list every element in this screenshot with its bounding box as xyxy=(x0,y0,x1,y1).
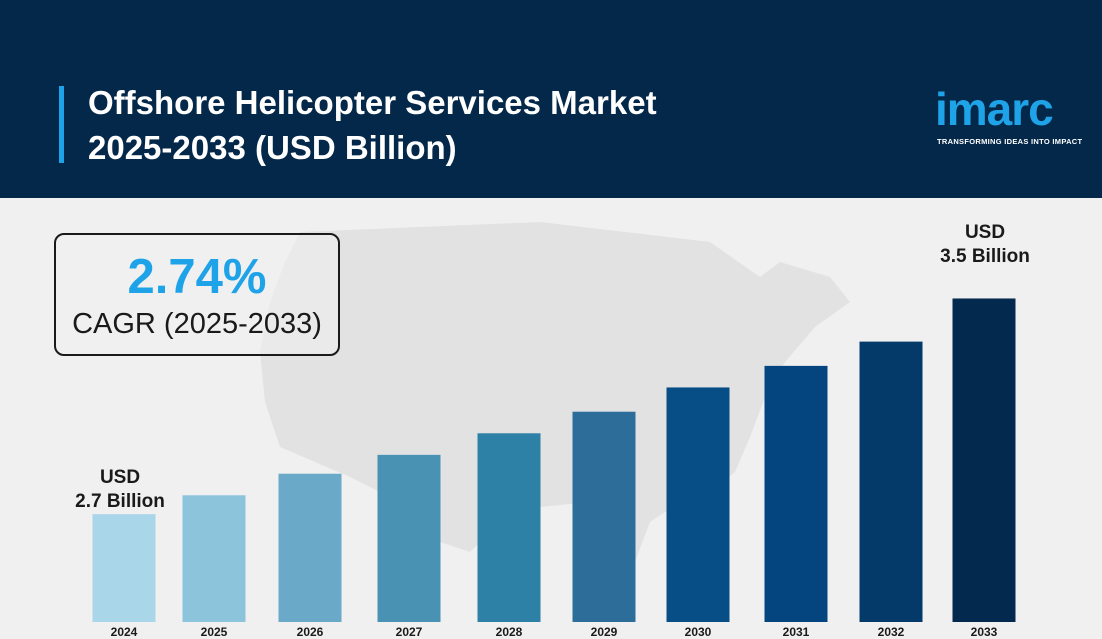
bar-2027 xyxy=(377,454,441,622)
bar-2025 xyxy=(182,495,246,622)
x-tick-label-2026: 2026 xyxy=(297,625,324,639)
title-accent-bar xyxy=(59,86,64,163)
end-callout-amount: 3.5 Billion xyxy=(940,246,1030,267)
x-tick-label-2030: 2030 xyxy=(685,625,712,639)
cagr-value: 2.74% xyxy=(127,250,267,304)
logo-wordmark: imarc xyxy=(935,83,1054,135)
start-callout-amount: 2.7 Billion xyxy=(75,491,165,512)
cagr-box: 2.74% CAGR (2025-2033) xyxy=(54,233,340,356)
bar-2026 xyxy=(278,473,342,622)
x-tick-label-2032: 2032 xyxy=(878,625,905,639)
title-line-1: Offshore Helicopter Services Market xyxy=(88,84,657,121)
bar-2024 xyxy=(92,514,156,622)
x-tick-label-2031: 2031 xyxy=(783,625,810,639)
end-value-callout: USD 3.5 Billion xyxy=(925,221,1045,269)
x-tick-label-2024: 2024 xyxy=(111,625,138,639)
bar-2033 xyxy=(952,298,1016,622)
title-line-2: 2025-2033 (USD Billion) xyxy=(88,129,457,166)
bar-2031 xyxy=(764,365,828,622)
imarc-logo: imarc TRANSFORMING IDEAS INTO IMPACT xyxy=(935,82,1083,148)
bar-2030 xyxy=(666,387,730,622)
end-callout-currency: USD xyxy=(964,222,1006,243)
logo-tagline: TRANSFORMING IDEAS INTO IMPACT xyxy=(937,137,1083,146)
x-tick-label-2027: 2027 xyxy=(396,625,423,639)
header-banner: Offshore Helicopter Services Market 2025… xyxy=(0,0,1102,198)
start-value-callout: USD 2.7 Billion xyxy=(60,466,180,514)
bar-2029 xyxy=(572,411,636,622)
bar-2032 xyxy=(859,341,923,622)
bar-2028 xyxy=(477,433,541,622)
x-tick-label-2025: 2025 xyxy=(201,625,228,639)
x-tick-label-2033: 2033 xyxy=(971,625,998,639)
cagr-label: CAGR (2025-2033) xyxy=(72,308,322,340)
start-callout-currency: USD xyxy=(99,467,141,488)
x-tick-label-2029: 2029 xyxy=(591,625,618,639)
x-tick-label-2028: 2028 xyxy=(496,625,523,639)
page-title: Offshore Helicopter Services Market 2025… xyxy=(88,80,728,170)
